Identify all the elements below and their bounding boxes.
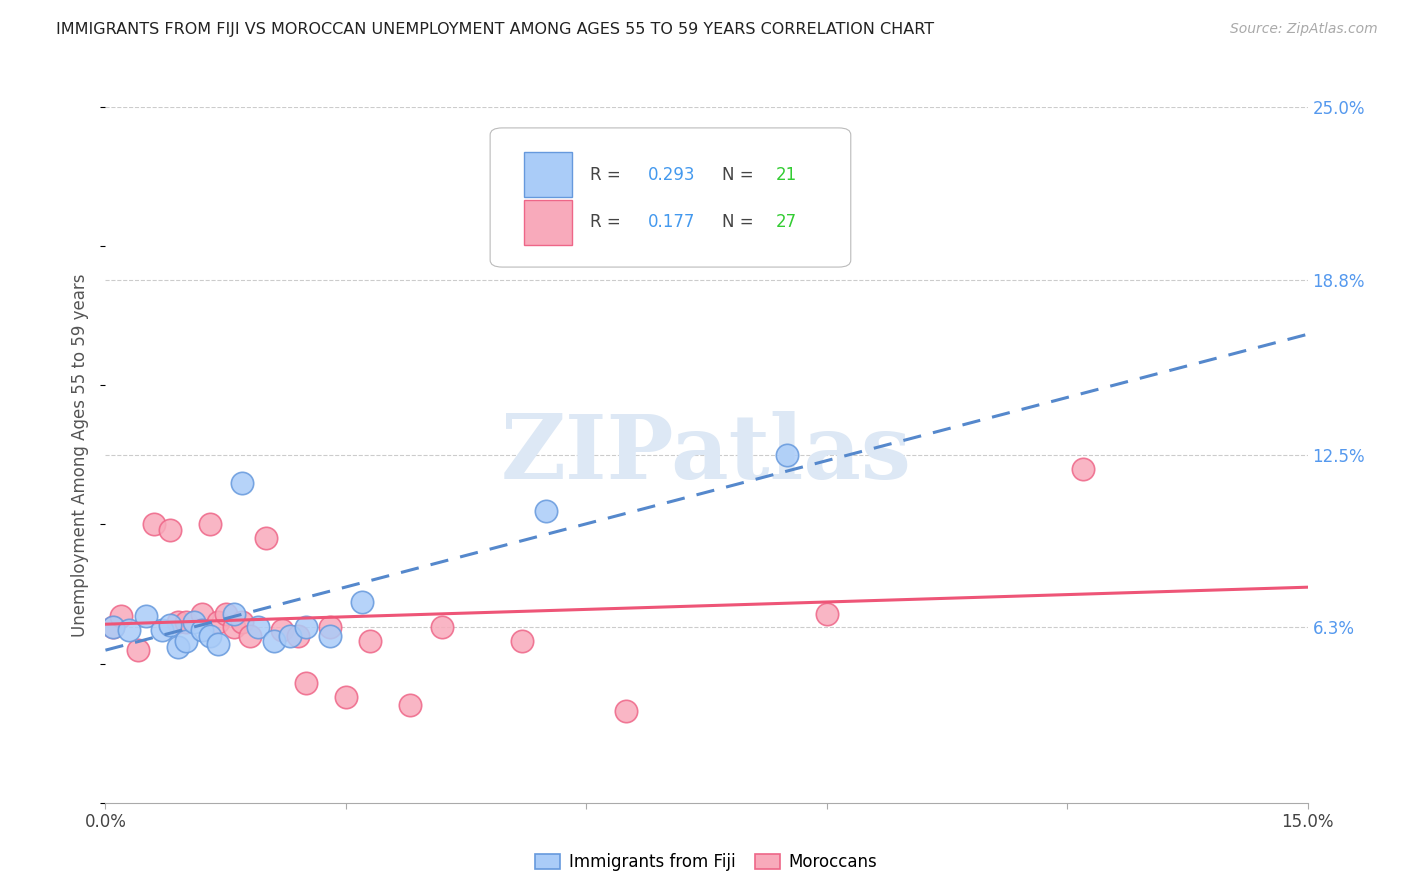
Point [150, 624, 173, 638]
Point [239, 629, 262, 643]
Point [127, 642, 149, 657]
Text: N =: N = [723, 166, 759, 184]
Point [270, 624, 292, 638]
Point [207, 637, 229, 651]
Point [510, 634, 533, 648]
Point [319, 629, 342, 643]
Point [183, 615, 205, 629]
Point [278, 629, 301, 643]
Point [1071, 462, 1094, 476]
Text: R =: R = [591, 213, 626, 231]
Point [335, 690, 357, 704]
Text: R =: R = [591, 166, 626, 184]
Text: 0.177: 0.177 [648, 213, 695, 231]
Point [319, 620, 342, 634]
Text: IMMIGRANTS FROM FIJI VS MOROCCAN UNEMPLOYMENT AMONG AGES 55 TO 59 YEARS CORRELAT: IMMIGRANTS FROM FIJI VS MOROCCAN UNEMPLO… [56, 22, 935, 37]
Point [430, 620, 453, 634]
Point [222, 620, 245, 634]
Point [198, 629, 221, 643]
Point [246, 620, 269, 634]
Point [118, 624, 141, 638]
Point [399, 698, 422, 713]
Point [159, 523, 181, 537]
Text: Source: ZipAtlas.com: Source: ZipAtlas.com [1230, 22, 1378, 37]
Point [207, 615, 229, 629]
Y-axis label: Unemployment Among Ages 55 to 59 years: Unemployment Among Ages 55 to 59 years [72, 273, 90, 637]
Point [166, 640, 188, 654]
Point [174, 634, 197, 648]
Point [616, 704, 638, 718]
Point [295, 620, 318, 634]
Point [198, 517, 221, 532]
Text: 21: 21 [776, 166, 797, 184]
Point [135, 609, 157, 624]
Point [103, 620, 125, 634]
Point [103, 620, 125, 634]
Point [776, 448, 799, 462]
Point [263, 634, 285, 648]
Point [214, 607, 236, 621]
Text: 0.293: 0.293 [648, 166, 695, 184]
Point [166, 615, 188, 629]
Text: N =: N = [723, 213, 759, 231]
Legend: Immigrants from Fiji, Moroccans: Immigrants from Fiji, Moroccans [536, 853, 877, 871]
Point [190, 607, 212, 621]
Point [534, 503, 557, 517]
Point [231, 475, 253, 490]
Point [190, 624, 212, 638]
Point [142, 517, 165, 532]
FancyBboxPatch shape [491, 128, 851, 267]
Text: ZIPatlas: ZIPatlas [501, 411, 912, 499]
Point [295, 676, 318, 690]
Point [231, 615, 253, 629]
Point [815, 607, 838, 621]
Point [222, 607, 245, 621]
Point [359, 634, 381, 648]
Point [159, 617, 181, 632]
Text: 27: 27 [776, 213, 797, 231]
Point [254, 532, 277, 546]
FancyBboxPatch shape [524, 200, 572, 244]
Point [110, 609, 132, 624]
Point [174, 615, 197, 629]
Point [350, 595, 373, 609]
FancyBboxPatch shape [524, 153, 572, 197]
Point [287, 629, 309, 643]
